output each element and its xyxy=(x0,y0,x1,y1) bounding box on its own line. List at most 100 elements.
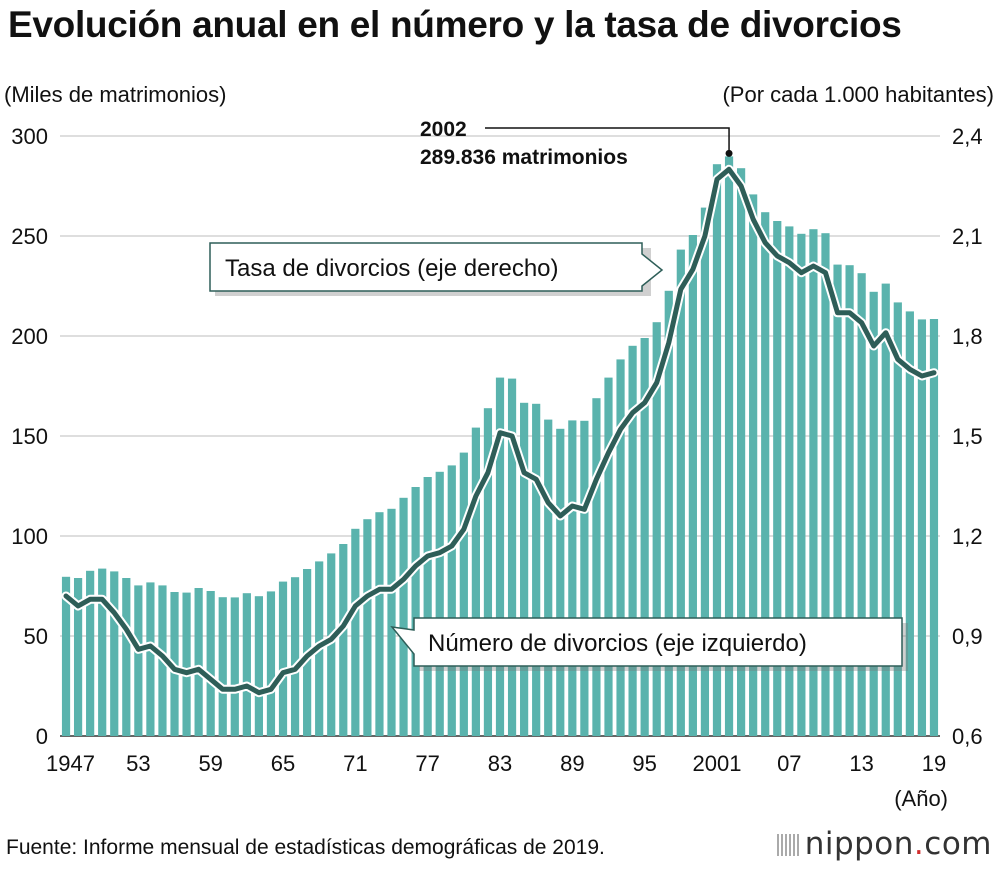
right-tick-label: 2,1 xyxy=(952,224,983,249)
right-tick-label: 1,8 xyxy=(952,324,983,349)
x-tick-label: 83 xyxy=(488,751,512,776)
bar xyxy=(254,596,264,736)
bar xyxy=(929,319,939,736)
logo-name: nippon xyxy=(804,826,914,862)
bar xyxy=(339,544,348,736)
bar xyxy=(459,452,468,736)
bar xyxy=(652,322,661,736)
bar xyxy=(773,221,782,736)
bar xyxy=(411,487,420,736)
bar xyxy=(749,194,758,736)
bar xyxy=(507,378,517,736)
bar xyxy=(483,408,493,736)
bar xyxy=(809,229,818,736)
x-tick-label: 65 xyxy=(271,751,295,776)
annotation-year: 2002 xyxy=(420,118,467,141)
callout-rate-box xyxy=(209,242,664,292)
right-axis-label: (Por cada 1.000 habitantes) xyxy=(722,82,994,107)
bar xyxy=(556,428,565,736)
bar xyxy=(242,593,251,736)
bar xyxy=(218,597,227,736)
left-axis-label: (Miles de matrimonios) xyxy=(4,82,227,107)
bar xyxy=(821,233,830,736)
annotation-dot xyxy=(725,149,733,157)
bar xyxy=(435,471,444,736)
bar xyxy=(110,571,119,736)
logo-bars-icon xyxy=(776,834,801,856)
bar xyxy=(266,591,276,736)
right-tick-label: 0,9 xyxy=(952,624,983,649)
left-tick-label: 150 xyxy=(11,424,48,449)
logo-dot: . xyxy=(913,826,925,862)
x-tick-label: 77 xyxy=(415,751,439,776)
left-tick-label: 200 xyxy=(11,324,48,349)
left-tick-label: 300 xyxy=(11,124,48,149)
bar xyxy=(86,570,95,736)
bar xyxy=(399,497,408,736)
logo-suffix: com xyxy=(924,826,992,862)
rate-line xyxy=(63,166,937,696)
x-tick-label: 2001 xyxy=(693,751,742,776)
right-tick-label: 0,6 xyxy=(952,724,983,749)
bar xyxy=(206,591,215,736)
left-tick-label: 100 xyxy=(11,524,48,549)
bar xyxy=(833,264,842,736)
bar xyxy=(640,338,649,736)
bar xyxy=(278,581,288,736)
right-tick-label: 1,2 xyxy=(952,524,983,549)
bar xyxy=(544,419,553,736)
bar xyxy=(664,290,673,736)
bar xyxy=(495,377,505,736)
source-note: Fuente: Informe mensual de estadísticas … xyxy=(6,836,605,859)
bar xyxy=(881,283,890,736)
left-tick-label: 0 xyxy=(36,724,48,749)
bar xyxy=(134,585,143,736)
bar xyxy=(327,553,336,736)
bar xyxy=(387,508,396,736)
x-unit-label: (Año) xyxy=(894,786,948,811)
x-tick-label: 19 xyxy=(922,751,946,776)
x-tick-label: 59 xyxy=(198,751,222,776)
bar xyxy=(194,588,203,736)
bar xyxy=(712,164,722,736)
left-tick-label: 250 xyxy=(11,224,48,249)
bar xyxy=(797,233,806,737)
x-tick-label: 13 xyxy=(849,751,873,776)
bar xyxy=(604,377,613,736)
bar xyxy=(724,156,734,736)
bar xyxy=(845,265,854,736)
bar xyxy=(616,359,625,736)
bar xyxy=(363,519,372,736)
x-tick-label: 1947 xyxy=(46,751,95,776)
bar xyxy=(290,577,300,736)
right-tick-label: 1,5 xyxy=(952,424,983,449)
bar xyxy=(700,207,710,737)
bar xyxy=(568,420,577,736)
bar xyxy=(905,311,914,736)
callout-count-label: Número de divorcios (eje izquierdo) xyxy=(428,630,807,657)
nippon-logo: nippon.com xyxy=(776,826,992,862)
bar xyxy=(61,576,71,736)
bar xyxy=(785,226,794,736)
x-tick-label: 07 xyxy=(777,751,801,776)
bar xyxy=(471,427,480,736)
bar xyxy=(688,235,697,736)
bar xyxy=(182,592,191,736)
bar xyxy=(628,345,637,736)
bar xyxy=(592,398,601,736)
x-tick-label: 95 xyxy=(632,751,656,776)
bar xyxy=(447,465,456,736)
bar xyxy=(98,568,107,736)
x-tick-label: 89 xyxy=(560,751,584,776)
bar xyxy=(351,528,360,736)
bar xyxy=(520,402,529,736)
bar xyxy=(761,212,770,736)
left-tick-label: 50 xyxy=(24,624,48,649)
bar xyxy=(532,403,541,736)
bar xyxy=(423,477,432,736)
bar xyxy=(122,578,131,736)
chart-title: Evolución anual en el número y la tasa d… xyxy=(8,4,902,45)
bar xyxy=(676,249,685,736)
bar xyxy=(73,578,83,736)
